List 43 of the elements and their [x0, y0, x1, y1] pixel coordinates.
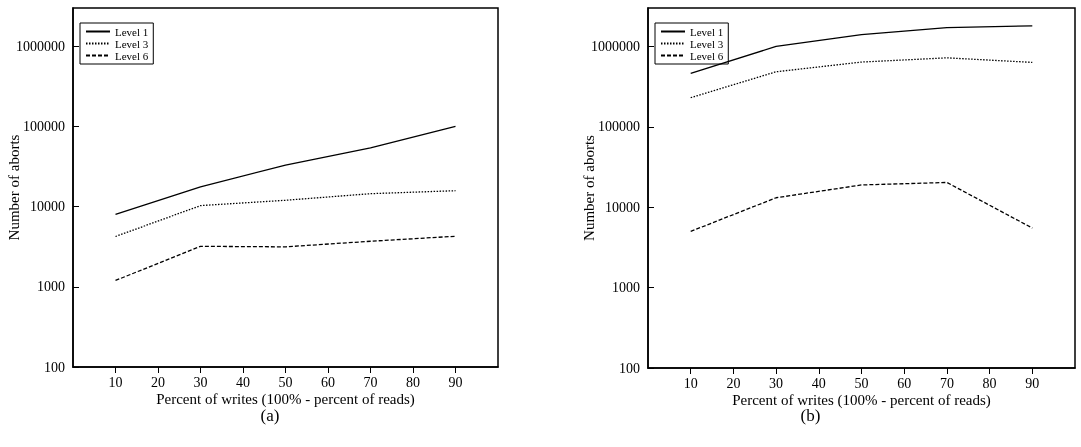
legend-label: Level 3: [690, 37, 724, 50]
x-tick-label: 70: [939, 375, 954, 391]
x-tick-label: 60: [897, 375, 912, 391]
x-tick-label: 10: [683, 375, 698, 391]
y-tick-label: 100: [619, 360, 640, 376]
x-tick-label: 70: [363, 374, 378, 390]
y-tick-label: 10000: [30, 199, 65, 215]
x-tick-label: 90: [1025, 375, 1040, 391]
x-tick-label: 80: [406, 374, 420, 390]
legend-label: Level 3: [115, 37, 149, 50]
x-tick-label: 90: [448, 374, 463, 390]
legend-label: Level 6: [115, 49, 149, 62]
y-tick-label: 100: [44, 359, 65, 375]
line-series: [114, 235, 457, 282]
x-tick-label: 30: [769, 375, 784, 391]
x-tick-label: 20: [151, 374, 165, 390]
legend-label: Level 1: [115, 25, 149, 38]
y-tick-label: 100000: [598, 119, 640, 135]
x-tick-label: 40: [811, 375, 826, 391]
line-series: [690, 181, 1033, 233]
x-tick-label: 50: [278, 374, 293, 390]
y-tick-label: 1000: [612, 280, 640, 296]
y-axis-title: Number of aborts: [5, 134, 22, 241]
x-axis-title: Percent of writes (100% - percent of reads): [156, 390, 415, 408]
y-tick-label: 100000: [23, 118, 65, 134]
x-tick-label: 30: [193, 374, 208, 390]
y-tick-label: 1000: [37, 279, 65, 295]
y-tick-label: 10000: [605, 199, 640, 215]
y-tick-label: 1000000: [16, 38, 65, 54]
text: (a): [260, 406, 280, 425]
x-tick-label: 20: [726, 375, 741, 391]
legend-label: Level 6: [690, 49, 724, 62]
x-tick-label: 10: [108, 374, 123, 390]
text: (b): [800, 406, 821, 425]
x-tick-label: 60: [321, 374, 335, 390]
x-axis-title: Percent of writes (100% - percent of reads): [732, 391, 991, 409]
x-tick-label: 50: [854, 375, 869, 391]
x-tick-label: 40: [236, 374, 250, 390]
line-series: [114, 125, 457, 216]
y-tick-label: 1000000: [591, 38, 640, 54]
y-axis-title: Number of aborts: [580, 134, 597, 241]
x-tick-label: 80: [982, 375, 997, 391]
legend-label: Level 1: [690, 25, 724, 38]
